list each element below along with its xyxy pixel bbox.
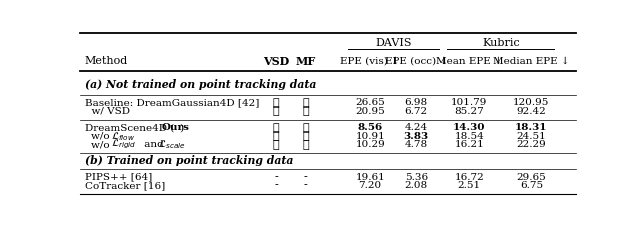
Text: DreamScene4D (: DreamScene4D ( — [85, 124, 174, 132]
Text: 14.30: 14.30 — [453, 124, 486, 132]
Text: 8.56: 8.56 — [358, 124, 383, 132]
Text: w/o: w/o — [91, 140, 113, 149]
Text: ✓: ✓ — [273, 131, 279, 141]
Text: 4.24: 4.24 — [404, 124, 428, 132]
Text: ✓: ✓ — [302, 140, 309, 150]
Text: 7.20: 7.20 — [358, 181, 381, 190]
Text: $\mathcal{L}_{flow}$: $\mathcal{L}_{flow}$ — [111, 130, 135, 143]
Text: EPE (vis) ↓: EPE (vis) ↓ — [340, 57, 400, 66]
Text: 24.51: 24.51 — [516, 132, 546, 141]
Text: 101.79: 101.79 — [451, 99, 488, 107]
Text: 18.54: 18.54 — [454, 132, 484, 141]
Text: ✓: ✓ — [273, 140, 279, 150]
Text: EPE (occ) ↓: EPE (occ) ↓ — [385, 57, 448, 66]
Text: 16.21: 16.21 — [454, 140, 484, 149]
Text: -: - — [274, 180, 278, 190]
Text: 29.65: 29.65 — [516, 172, 546, 182]
Text: DAVIS: DAVIS — [375, 38, 412, 48]
Text: 22.29: 22.29 — [516, 140, 546, 149]
Text: -: - — [304, 180, 308, 190]
Text: 3.83: 3.83 — [404, 132, 429, 141]
Text: and: and — [141, 140, 166, 149]
Text: (b) Trained on point tracking data: (b) Trained on point tracking data — [85, 155, 293, 166]
Text: VSD: VSD — [263, 56, 289, 67]
Text: ✓: ✓ — [302, 123, 309, 133]
Text: 19.61: 19.61 — [355, 172, 385, 182]
Text: 18.31: 18.31 — [515, 124, 548, 132]
Text: 2.51: 2.51 — [458, 181, 481, 190]
Text: 16.72: 16.72 — [454, 172, 484, 182]
Text: CoTracker [16]: CoTracker [16] — [85, 181, 165, 190]
Text: ✗: ✗ — [302, 98, 309, 108]
Text: 6.75: 6.75 — [520, 181, 543, 190]
Text: 92.42: 92.42 — [516, 107, 546, 116]
Text: 4.78: 4.78 — [404, 140, 428, 149]
Text: 6.98: 6.98 — [404, 99, 428, 107]
Text: ✓: ✓ — [273, 123, 279, 133]
Text: ✗: ✗ — [273, 98, 279, 108]
Text: 20.95: 20.95 — [355, 107, 385, 116]
Text: ✓: ✓ — [302, 131, 309, 141]
Text: $\mathcal{L}_{scale}$: $\mathcal{L}_{scale}$ — [158, 138, 186, 151]
Text: MF: MF — [296, 56, 316, 67]
Text: Median EPE ↓: Median EPE ↓ — [493, 57, 570, 66]
Text: 2.08: 2.08 — [404, 181, 428, 190]
Text: -: - — [274, 172, 278, 182]
Text: Method: Method — [85, 56, 128, 66]
Text: 120.95: 120.95 — [513, 99, 550, 107]
Text: 26.65: 26.65 — [355, 99, 385, 107]
Text: Ours: Ours — [162, 124, 189, 132]
Text: 10.29: 10.29 — [355, 140, 385, 149]
Text: 85.27: 85.27 — [454, 107, 484, 116]
Text: 5.36: 5.36 — [404, 172, 428, 182]
Text: 6.72: 6.72 — [404, 107, 428, 116]
Text: ✗: ✗ — [302, 106, 309, 116]
Text: w/o: w/o — [91, 132, 113, 141]
Text: 10.91: 10.91 — [355, 132, 385, 141]
Text: w/ VSD: w/ VSD — [85, 107, 130, 116]
Text: (a) Not trained on point tracking data: (a) Not trained on point tracking data — [85, 79, 316, 90]
Text: Kubric: Kubric — [483, 38, 520, 48]
Text: PIPS++ [64]: PIPS++ [64] — [85, 172, 152, 182]
Text: Mean EPE ↓: Mean EPE ↓ — [436, 57, 503, 66]
Text: $\mathcal{L}_{rigid}$: $\mathcal{L}_{rigid}$ — [111, 138, 136, 151]
Text: ): ) — [179, 124, 183, 132]
Text: Baseline: DreamGaussian4D [42]: Baseline: DreamGaussian4D [42] — [85, 99, 259, 107]
Text: ✓: ✓ — [273, 106, 279, 116]
Text: -: - — [304, 172, 308, 182]
